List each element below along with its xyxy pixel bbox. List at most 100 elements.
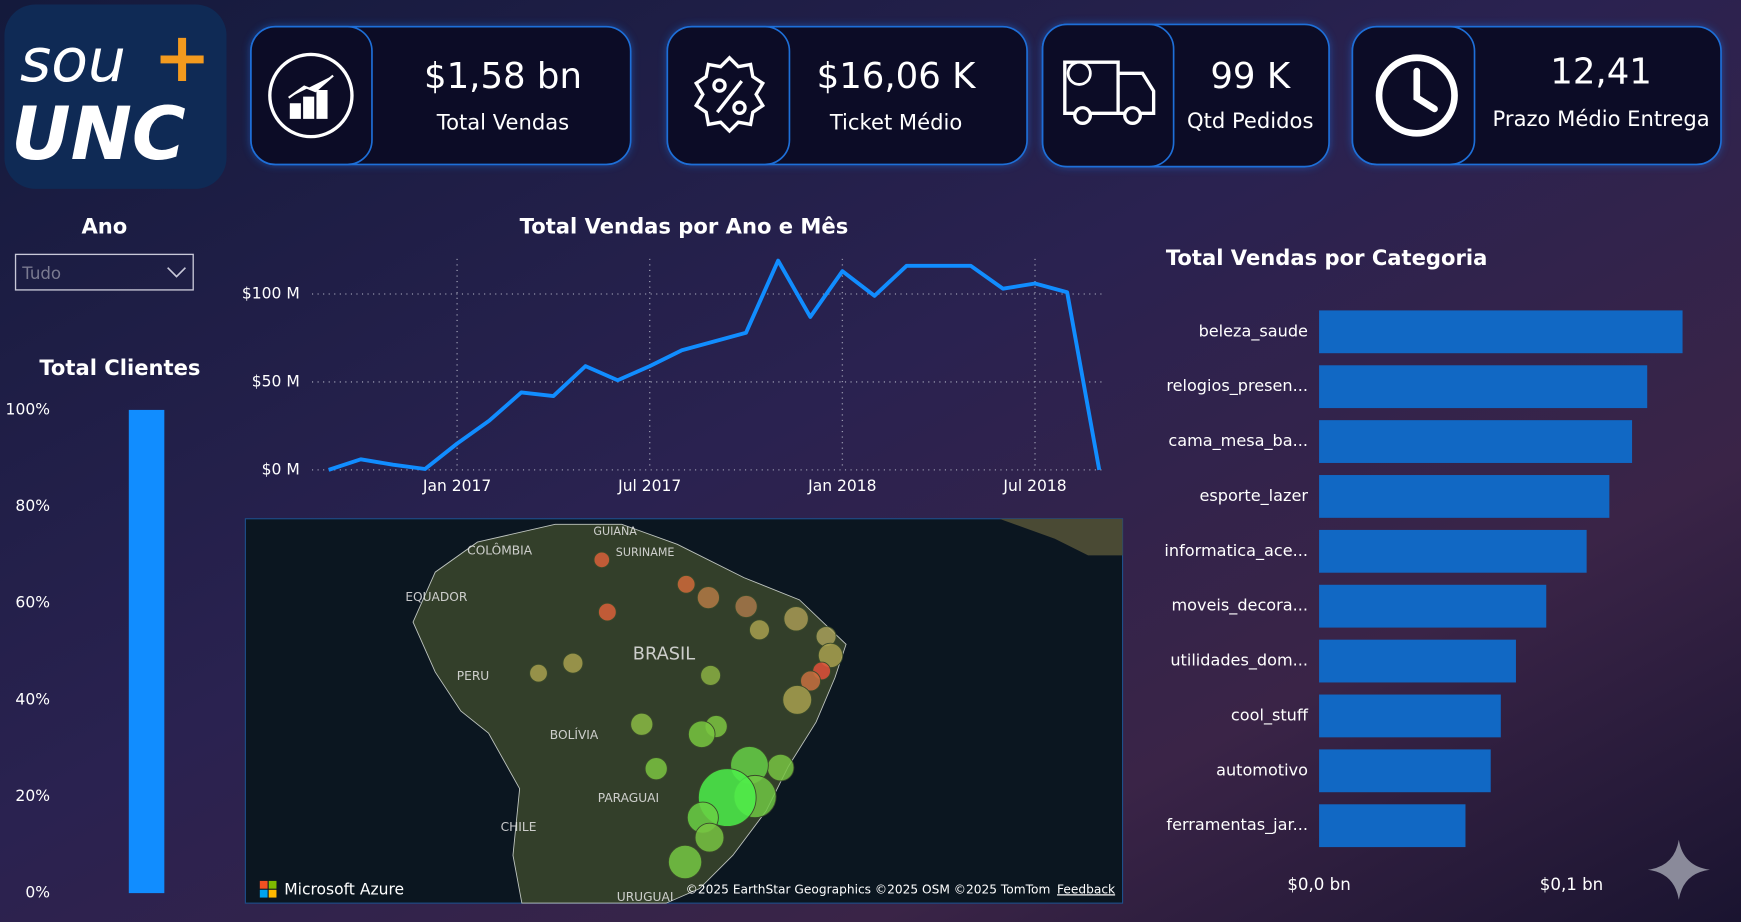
kpi-label: Prazo Médio Entrega xyxy=(1493,106,1710,131)
category-label: informatica_ace... xyxy=(1164,541,1308,561)
map-bubble xyxy=(676,574,696,594)
map-bubble xyxy=(696,586,720,610)
category-label: automotivo xyxy=(1216,760,1308,779)
logo-word: sou xyxy=(20,26,126,96)
kpi-label: Total Vendas xyxy=(436,109,569,134)
map-bubble xyxy=(529,663,548,683)
x-tick-label: $0,1 bn xyxy=(1540,875,1603,894)
icon-percent-dot xyxy=(712,78,727,93)
bar xyxy=(1319,365,1648,409)
y-tick-label: 20% xyxy=(15,787,50,805)
y-tick-label: 60% xyxy=(15,594,50,612)
chart-title: Total Clientes xyxy=(39,355,200,380)
icon-percent xyxy=(693,55,766,134)
chart-title: Total Vendas por Ano e Mês xyxy=(520,214,849,239)
map-label: BRASIL xyxy=(633,644,695,664)
map-attribution: Microsoft Azure xyxy=(284,880,404,898)
bar xyxy=(1319,310,1683,354)
map-bubble xyxy=(766,753,795,782)
category-label: cool_stuff xyxy=(1231,705,1309,725)
map-bubble xyxy=(630,712,654,736)
icon-truck-wheel xyxy=(1123,106,1142,125)
y-tick-label: 0% xyxy=(25,884,50,902)
icon-clock xyxy=(1375,54,1458,137)
category-label: beleza_saude xyxy=(1199,321,1308,341)
map-bubble xyxy=(734,594,758,619)
y-tick-label: $0 M xyxy=(262,460,300,478)
logo-plus: + xyxy=(153,18,211,98)
map-label: BOLÍVIA xyxy=(550,727,599,742)
map-bubble xyxy=(562,652,584,674)
map-bubble xyxy=(782,684,813,715)
map-bubble xyxy=(749,619,770,641)
map-bubble xyxy=(700,664,722,686)
bar xyxy=(1319,584,1547,628)
category-label: cama_mesa_ba... xyxy=(1168,431,1308,451)
chart-title: Total Vendas por Categoria xyxy=(1166,245,1488,270)
map-feedback[interactable]: Feedback xyxy=(1057,882,1116,896)
kpi-value: 12,41 xyxy=(1550,51,1652,92)
map-label: GUIANA xyxy=(593,525,637,538)
icon-sales xyxy=(268,52,354,139)
filter-dropdown[interactable] xyxy=(14,253,194,291)
category-label: relogios_presen... xyxy=(1166,376,1308,396)
map-bubble xyxy=(593,551,611,569)
bar xyxy=(1319,420,1633,463)
map-copyright: ©2025 EarthStar Geographics ©2025 OSM ©2… xyxy=(686,882,1051,896)
x-tick-label: Jan 2017 xyxy=(422,477,491,495)
map-labels: COLÔMBIA GUIANA SURINAME EQUADOR BRASIL PERU B… xyxy=(405,525,695,904)
azure-logo xyxy=(268,880,277,889)
bar xyxy=(1319,529,1587,573)
map-land xyxy=(999,518,1123,556)
map-label: EQUADOR xyxy=(405,590,468,604)
dropdown-chevron xyxy=(167,267,187,278)
map: COLÔMBIA GUIANA SURINAME EQUADOR BRASIL PERU B… xyxy=(244,518,1124,904)
filter-value: Tudo xyxy=(21,264,61,283)
bar xyxy=(128,409,165,894)
kpi-value: $1,58 bn xyxy=(424,56,582,97)
kpi-value: $16,06 K xyxy=(817,56,978,97)
icon-percent-dot xyxy=(732,100,747,115)
azure-logo xyxy=(259,880,268,889)
map-bubble xyxy=(783,606,809,632)
icon-clock-hands xyxy=(1413,67,1438,113)
map-bubble xyxy=(694,822,725,853)
map-label: PERU xyxy=(457,669,489,683)
y-tick-label: 40% xyxy=(15,690,50,708)
y-tick-label: 100% xyxy=(6,400,50,418)
bar xyxy=(1319,475,1610,518)
category-label: esporte_lazer xyxy=(1199,486,1308,506)
map-bubble xyxy=(598,602,617,622)
kpi-label: Ticket Médio xyxy=(829,109,962,134)
logo-box xyxy=(4,4,227,189)
x-tick-label: $0,0 bn xyxy=(1287,875,1350,894)
bar xyxy=(1319,694,1501,738)
kpi-label: Qtd Pedidos xyxy=(1187,108,1313,133)
map-bubble xyxy=(800,670,821,692)
kpi-cards: $1,58 bn Total Vendas $16,06 K Ticket Mé… xyxy=(250,23,1722,168)
map-label: COLÔMBIA xyxy=(467,542,533,557)
y-tick-label: $100 M xyxy=(242,285,300,303)
map-label: SURINAME xyxy=(616,546,675,559)
map-bubble xyxy=(644,757,668,781)
kpi-value: 99 K xyxy=(1210,56,1291,97)
bar xyxy=(1319,749,1491,793)
map-bubble xyxy=(817,642,844,669)
map-bubble xyxy=(687,720,716,749)
icon-truck xyxy=(1063,60,1156,115)
map-label: URUGUAI xyxy=(617,890,674,904)
sparkle-icon xyxy=(1647,839,1710,900)
x-tick-label: Jul 2018 xyxy=(1002,477,1066,495)
logo-brand: UNC xyxy=(11,92,186,177)
icon-box xyxy=(250,25,373,166)
x-tick-label: Jul 2017 xyxy=(617,477,681,495)
category-label: utilidades_dom... xyxy=(1170,651,1308,671)
y-tick-label: $50 M xyxy=(252,372,300,390)
icon-percent-slash xyxy=(715,80,744,114)
y-tick-label: 80% xyxy=(15,497,50,515)
category-label: moveis_decora... xyxy=(1172,596,1308,616)
icon-box xyxy=(1041,23,1175,168)
filter-label: Ano xyxy=(81,214,127,239)
